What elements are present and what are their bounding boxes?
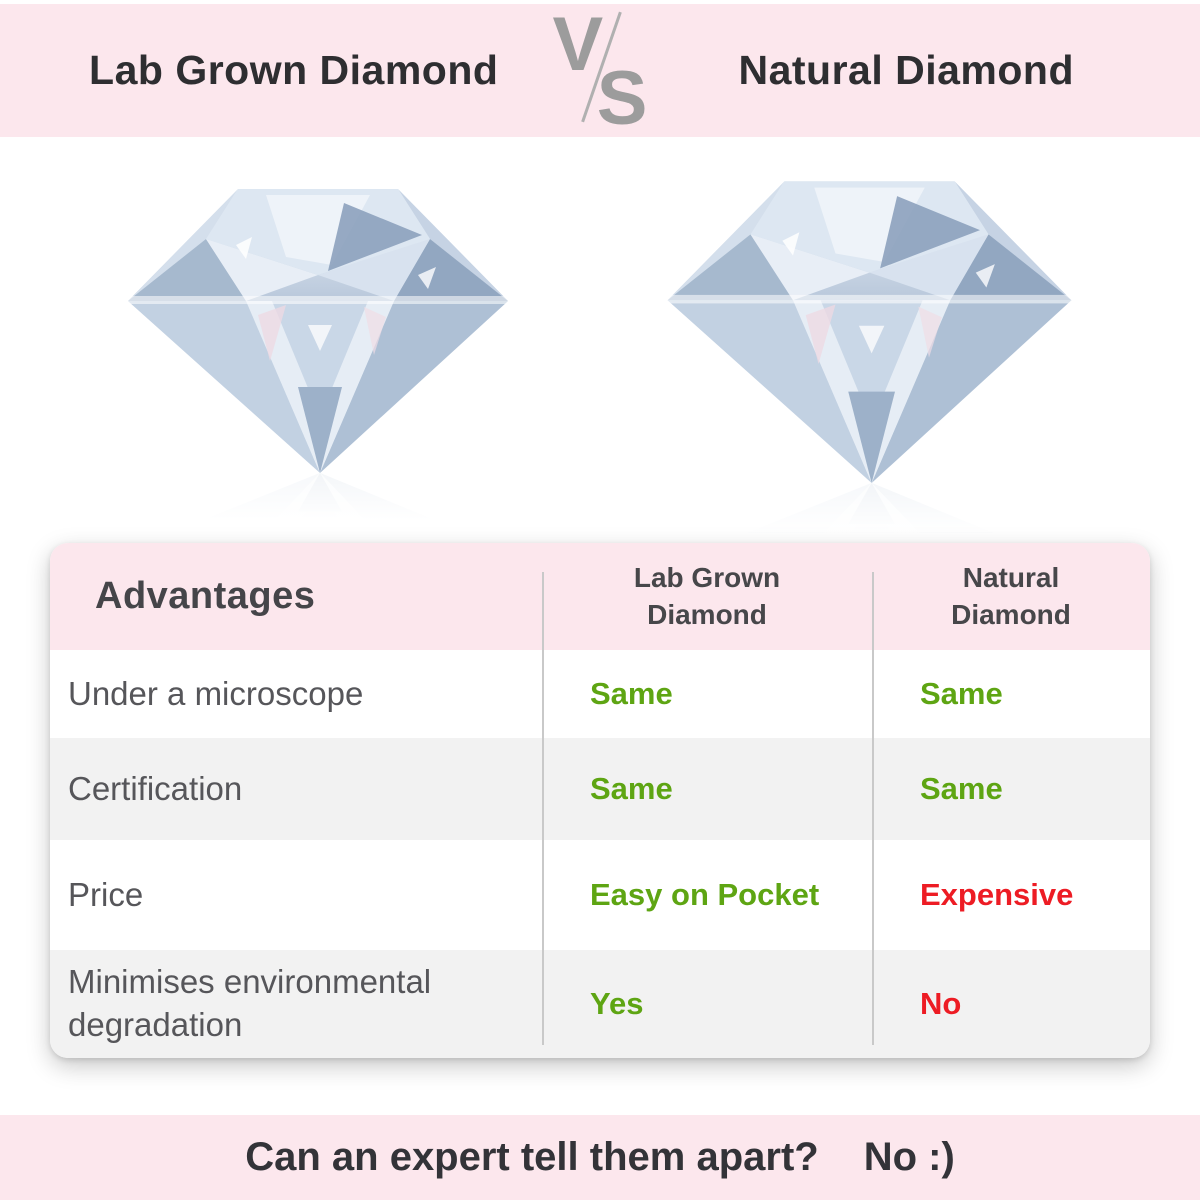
diamond-images-row	[0, 137, 1200, 543]
lab-grown-value: Same	[590, 771, 673, 806]
natural-value: Same	[920, 676, 1003, 711]
column-header-natural: Natural Diamond	[951, 562, 1071, 630]
vs-letter-v: V	[552, 2, 604, 87]
vs-separator: V S	[553, 2, 648, 141]
lab-grown-value: Yes	[590, 986, 644, 1021]
lab-grown-value: Easy on Pocket	[590, 877, 820, 912]
footer-answer: No :)	[863, 1135, 955, 1179]
column-divider	[542, 572, 544, 1045]
natural-value: Expensive	[920, 877, 1074, 912]
row-label: Minimises environmental degradation	[68, 963, 432, 1043]
vs-letter-s: S	[596, 56, 648, 141]
lab-grown-value: Same	[590, 676, 673, 711]
comparison-table-card: Advantages Lab Grown Diamond Natural Dia…	[50, 543, 1150, 1058]
header-band: Lab Grown Diamond V S Natural Diamond	[0, 2, 1200, 141]
table-header-row: Advantages Lab Grown Diamond Natural Dia…	[50, 543, 1150, 650]
footer-question: Can an expert tell them apart?	[245, 1135, 819, 1179]
column-header-lab-grown: Lab Grown Diamond	[633, 562, 781, 630]
right-title: Natural Diamond	[738, 47, 1075, 93]
column-divider	[872, 572, 874, 1045]
table-title: Advantages	[95, 575, 316, 617]
table-row: Under a microscope Same Same	[50, 650, 1150, 738]
lab-grown-diamond-image	[118, 189, 518, 520]
row-label: Certification	[68, 769, 243, 807]
spacer	[0, 1058, 1200, 1115]
footer-band: Can an expert tell them apart? No :)	[0, 1115, 1200, 1200]
row-label: Price	[68, 875, 144, 913]
row-label: Under a microscope	[68, 674, 364, 712]
table-row: Certification Same Same	[50, 738, 1150, 840]
left-title: Lab Grown Diamond	[89, 47, 499, 93]
natural-diamond-image	[657, 181, 1082, 533]
natural-value: No	[920, 986, 962, 1021]
table-row: Minimises environmental degradation Yes …	[50, 950, 1150, 1058]
table-row: Price Easy on Pocket Expensive	[50, 840, 1150, 950]
natural-value: Same	[920, 771, 1003, 806]
